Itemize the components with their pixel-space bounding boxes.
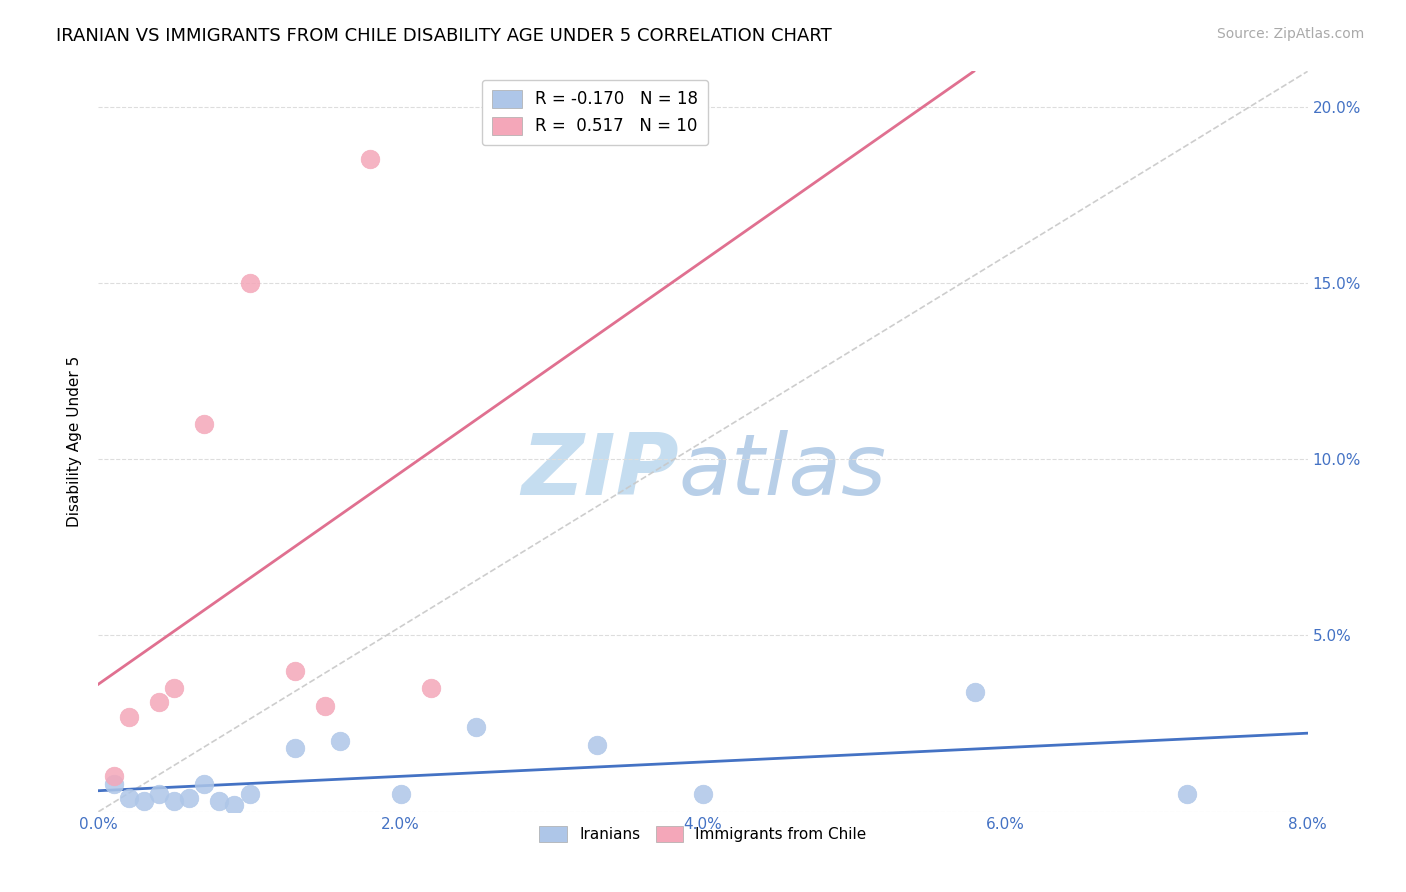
Text: ZIP: ZIP [522, 430, 679, 513]
Point [314, 698, 336, 713]
Point [148, 787, 170, 801]
Point [465, 720, 488, 734]
Point [389, 787, 412, 801]
Point [284, 741, 307, 756]
Point [118, 790, 141, 805]
Y-axis label: Disability Age Under 5: Disability Age Under 5 [67, 356, 83, 527]
Point [224, 797, 246, 812]
Point [692, 787, 714, 801]
Text: atlas: atlas [679, 430, 887, 513]
Point [163, 681, 186, 696]
Point [103, 776, 125, 790]
Point [284, 664, 307, 678]
Text: IRANIAN VS IMMIGRANTS FROM CHILE DISABILITY AGE UNDER 5 CORRELATION CHART: IRANIAN VS IMMIGRANTS FROM CHILE DISABIL… [56, 27, 832, 45]
Point [148, 695, 170, 709]
Point [360, 153, 382, 167]
Point [193, 776, 215, 790]
Point [329, 734, 352, 748]
Point [1175, 787, 1198, 801]
Point [118, 709, 141, 723]
Point [420, 681, 443, 696]
Point [103, 769, 125, 783]
Point [239, 787, 262, 801]
Point [132, 794, 155, 808]
Point [208, 794, 231, 808]
Text: Source: ZipAtlas.com: Source: ZipAtlas.com [1216, 27, 1364, 41]
Point [179, 790, 201, 805]
Legend: Iranians, Immigrants from Chile: Iranians, Immigrants from Chile [533, 821, 873, 848]
Point [163, 794, 186, 808]
Point [586, 738, 609, 752]
Point [965, 685, 987, 699]
Point [193, 417, 215, 431]
Point [239, 276, 262, 290]
